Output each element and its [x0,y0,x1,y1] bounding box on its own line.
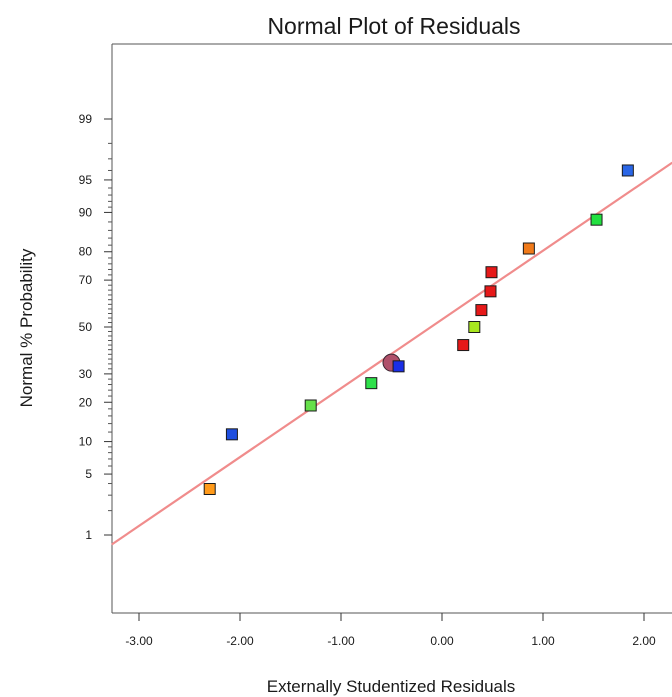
x-tick-label: 1.00 [531,634,555,648]
plot-area [111,43,672,614]
data-point [457,339,470,352]
reference-line-group [111,161,672,546]
y-tick-label: 80 [79,245,93,259]
chart-title: Normal Plot of Residuals [267,13,520,39]
y-axis-label: Normal % Probability [17,248,36,407]
x-tick-label: 2.00 [632,634,656,648]
reference-line [111,161,672,546]
y-tick-label: 99 [79,112,93,126]
x-axis-label: Externally Studentized Residuals [267,677,516,696]
x-tick-label: -2.00 [226,634,254,648]
x-tick-label: -1.00 [327,634,355,648]
x-tick-label: 0.00 [430,634,454,648]
data-point [468,321,481,333]
y-tick-label: 20 [79,395,93,409]
y-tick-label: 30 [79,367,93,381]
data-point [522,242,535,255]
y-tick-label: 1 [85,528,92,542]
data-point [365,377,378,390]
data-point [590,213,603,226]
y-tick-label: 50 [79,320,93,334]
y-tick-label: 95 [79,173,93,187]
y-tick-label: 5 [85,467,92,481]
data-point [475,304,488,317]
x-tick-label: -3.00 [125,634,153,648]
data-point [484,285,497,298]
y-minor-ticks [108,142,112,512]
data-point [392,360,405,373]
data-point [304,399,317,412]
y-tick-label: 10 [79,435,93,449]
data-point [621,164,634,177]
y-axis: 1 5 10 20 30 50 70 80 90 95 99 [79,112,112,542]
data-point [225,428,238,441]
data-points [203,164,634,496]
x-axis: -3.00 -2.00 -1.00 0.00 1.00 2.00 [125,613,656,648]
data-point [485,266,498,279]
data-point [203,483,216,496]
y-tick-label: 70 [79,273,93,287]
y-tick-label: 90 [79,205,93,219]
